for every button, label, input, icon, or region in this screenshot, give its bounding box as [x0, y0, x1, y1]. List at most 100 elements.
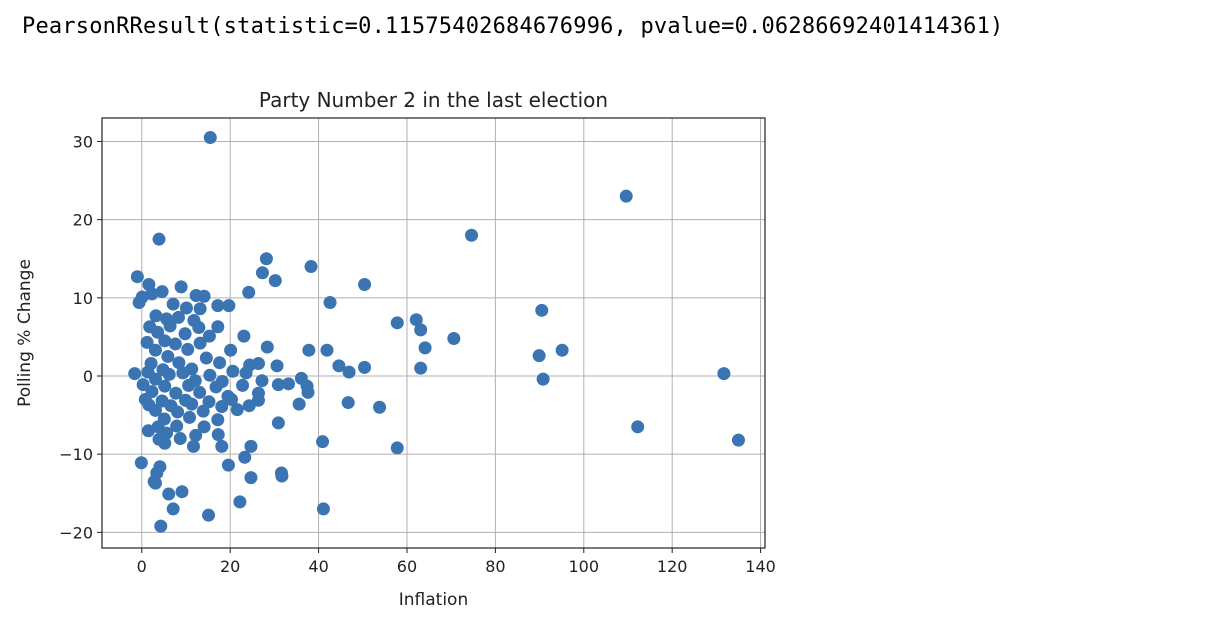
data-point — [390, 316, 404, 330]
data-point — [358, 360, 372, 374]
data-point — [320, 343, 334, 357]
data-point — [136, 378, 150, 392]
data-point — [268, 274, 282, 288]
x-tick-label: 60 — [397, 557, 417, 576]
chart-ticks: 0 20 40 60 80 100 120 140 −20 −10 0 10 20 30 — [59, 132, 776, 576]
data-point — [196, 404, 210, 418]
data-point — [203, 131, 217, 145]
data-point — [162, 367, 176, 381]
data-point — [260, 340, 274, 354]
data-point — [221, 458, 235, 472]
data-point — [199, 351, 213, 365]
data-point — [192, 321, 206, 335]
data-point — [169, 386, 183, 400]
chart-title: Party Number 2 in the last election — [259, 88, 608, 112]
data-point — [163, 319, 177, 333]
data-point — [342, 365, 356, 379]
data-point — [332, 359, 346, 373]
data-point — [244, 471, 258, 485]
data-point — [341, 396, 355, 410]
data-point — [222, 299, 236, 313]
x-axis-label: Inflation — [399, 590, 468, 610]
data-point — [239, 366, 253, 380]
data-point — [171, 405, 185, 419]
data-point — [414, 361, 428, 375]
data-point — [162, 487, 176, 501]
data-point — [536, 372, 550, 386]
data-point — [202, 329, 216, 343]
data-point — [358, 278, 372, 292]
y-tick-label: −10 — [59, 445, 93, 464]
data-point — [631, 420, 645, 434]
data-point — [168, 337, 182, 351]
data-point — [532, 349, 546, 363]
data-point — [186, 439, 200, 453]
data-point — [236, 378, 250, 392]
data-point — [270, 359, 284, 373]
data-point — [179, 301, 193, 315]
y-tick-label: 0 — [83, 367, 93, 386]
data-point — [193, 385, 207, 399]
data-point — [183, 410, 197, 424]
x-tick-label: 0 — [137, 557, 147, 576]
data-point — [233, 495, 247, 509]
data-point — [211, 428, 225, 442]
data-point — [152, 232, 166, 246]
data-point — [209, 380, 223, 394]
y-tick-label: 10 — [73, 289, 93, 308]
data-point — [178, 327, 192, 341]
data-point — [244, 439, 258, 453]
data-point — [447, 331, 461, 345]
data-point — [197, 289, 211, 303]
scatter-points — [128, 131, 745, 533]
data-point — [211, 320, 225, 334]
data-point — [316, 502, 330, 516]
data-point — [141, 424, 155, 438]
data-point — [255, 266, 269, 280]
data-point — [237, 329, 251, 343]
data-point — [555, 343, 569, 357]
data-point — [148, 372, 162, 386]
data-point — [304, 260, 318, 274]
x-tick-label: 100 — [569, 557, 600, 576]
data-point — [172, 356, 186, 370]
data-point — [182, 378, 196, 392]
data-point — [302, 343, 316, 357]
data-point — [130, 270, 144, 284]
data-point — [418, 341, 432, 355]
data-point — [242, 285, 256, 299]
data-point — [211, 299, 225, 313]
x-tick-label: 40 — [308, 557, 328, 576]
data-point — [226, 364, 240, 378]
chart-grid — [102, 118, 765, 548]
data-point — [185, 397, 199, 411]
data-point — [215, 399, 229, 413]
data-point — [166, 297, 180, 311]
data-point — [230, 403, 244, 417]
data-point — [161, 349, 175, 363]
data-point — [213, 356, 227, 370]
data-point — [202, 395, 216, 409]
data-point — [373, 400, 387, 414]
data-point — [151, 325, 165, 339]
y-axis-label: Polling % Change — [15, 259, 35, 407]
data-point — [148, 403, 162, 417]
data-point — [323, 296, 337, 310]
data-point — [215, 439, 229, 453]
data-point — [173, 432, 187, 446]
data-point — [193, 336, 207, 350]
data-point — [292, 397, 306, 411]
data-point — [465, 228, 479, 242]
data-point — [155, 285, 169, 299]
data-point — [301, 385, 315, 399]
data-point — [259, 252, 273, 266]
data-point — [176, 366, 190, 380]
data-point — [175, 485, 189, 499]
data-point — [255, 374, 269, 388]
data-point — [242, 399, 256, 413]
y-tick-label: 20 — [73, 211, 93, 230]
plot-frame — [101, 117, 766, 549]
data-point — [225, 392, 239, 406]
data-point — [158, 436, 172, 450]
data-point — [166, 502, 180, 516]
